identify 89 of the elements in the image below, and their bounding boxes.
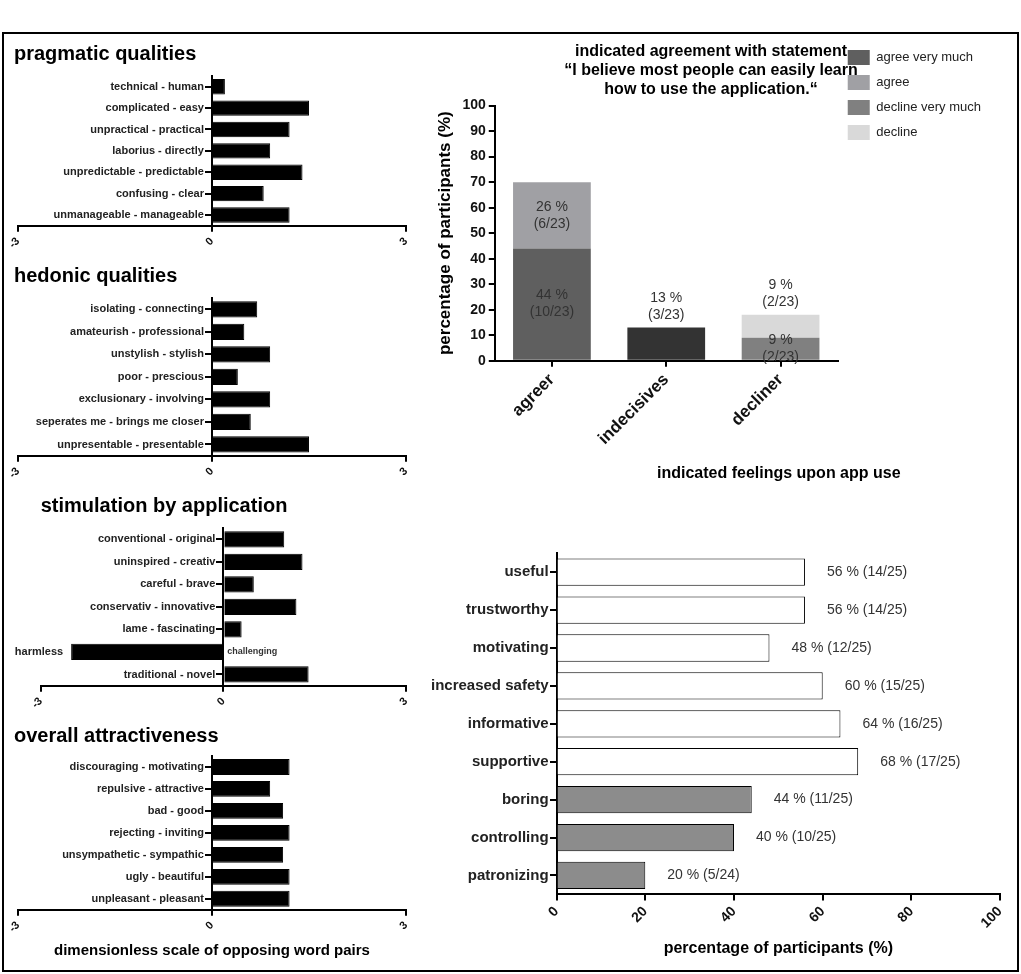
data-label: 56 % (14/25) (826, 600, 908, 617)
y-tick-label: 10 (470, 326, 486, 343)
x-tick-label: 20 (627, 902, 651, 926)
x-tick-label: 3 (396, 918, 410, 932)
data-label: 60 % (15/25) (844, 676, 925, 693)
y-tick-label: increased safety (430, 676, 550, 694)
y-tick-label: careful - brave (140, 577, 216, 590)
y-tick-label: unmanageable - manageable (53, 208, 204, 221)
data-label: 44 % (11/25) (773, 790, 853, 807)
data-label: 9 % (2/23) (762, 276, 799, 310)
y-tick-label: isolating - connecting (90, 302, 204, 315)
y-tick-label: unsympathetic - sympathic (62, 847, 204, 860)
y-tick-label: laborius - directly (112, 143, 205, 156)
y-tick-label: motivating (472, 638, 549, 656)
y-tick-label: lame - fascinating (122, 622, 216, 635)
y-tick-label: 20 (470, 300, 486, 317)
chart-title: indicated feelings upon app use (656, 464, 901, 482)
y-tick-label: informative (467, 713, 549, 731)
y-tick-label: supportive (471, 751, 549, 769)
y-tick-label: ugly - beautiful (125, 869, 204, 882)
data-label: 48 % (12/25) (791, 638, 872, 655)
x-tick-label: 100 (977, 902, 1006, 931)
chart-title: stimulation by application (40, 493, 288, 516)
x-tick-label: -3 (6, 918, 22, 934)
y-tick-label: amateurish - professional (70, 324, 204, 337)
y-tick-label: unpleasant - pleasant (91, 891, 205, 904)
y-tick-label: traditional - novel (123, 667, 216, 680)
x-tick-label: 3 (396, 234, 410, 248)
x-axis-title: dimensionless scale of opposing word pairs (54, 941, 370, 959)
y-tick-label: useful (504, 562, 549, 580)
x-tick-label: 3 (396, 464, 410, 478)
y-tick-label: 0 (477, 351, 486, 368)
x-tick-label: 0 (214, 694, 227, 708)
y-tick-label: complicated - easy (105, 101, 205, 114)
y-tick-label: 90 (470, 121, 486, 138)
legend-label: agree (876, 74, 910, 90)
y-tick-label: unpredictable - predictable (63, 165, 204, 178)
legend-label: agree very much (876, 49, 974, 65)
y-tick-label: trustworthy (466, 600, 550, 618)
y-tick-label: unpractical - practical (90, 122, 204, 135)
data-label: 64 % (16/25) (862, 714, 943, 731)
y-tick-label: conventional - original (98, 532, 216, 545)
data-label: 20 % (5/24) (667, 866, 740, 883)
y-tick-label: controlling (471, 827, 549, 845)
data-label: 13 % (3/23) (647, 288, 685, 322)
annotation: challenging (227, 646, 278, 657)
y-tick-label: 80 (470, 147, 486, 164)
y-tick-label: 60 (470, 198, 486, 215)
y-tick-label: rejecting - inviting (109, 825, 204, 838)
chart-title: hedonic qualities (14, 263, 178, 286)
y-tick-label: bad - good (147, 803, 204, 816)
y-tick-label: uninspired - creativ (113, 554, 217, 567)
y-tick-label: exclusionary - involving (78, 392, 204, 405)
y-tick-label: 30 (470, 275, 486, 292)
data-label: 26 % (6/23) (533, 197, 571, 231)
chart-title: overall attractiveness (14, 723, 219, 746)
y-tick-label: harmless (14, 644, 64, 657)
x-tick-label: 40 (716, 902, 739, 926)
y-tick-label: repulsive - attractive (96, 781, 204, 794)
data-label: 40 % (10/25) (755, 828, 837, 845)
x-tick-label: -3 (6, 234, 22, 250)
y-tick-label: discouraging - motivating (69, 760, 204, 773)
y-tick-label: unstylish - stylish (111, 347, 205, 360)
x-tick-label: 80 (893, 902, 917, 926)
data-label: 56 % (14/25) (826, 563, 908, 580)
y-tick-label: 40 (470, 249, 486, 266)
chart-title: pragmatic qualities (14, 41, 197, 64)
y-tick-label: poor - prescious (117, 369, 204, 382)
x-tick-label: -3 (6, 464, 22, 480)
y-tick-label: patronizing (467, 865, 549, 883)
x-tick-label: -3 (28, 694, 45, 710)
data-label: 68 % (17/25) (880, 752, 961, 769)
legend-label: decline (876, 124, 918, 140)
y-axis-title: percentage of participants (%) (434, 111, 454, 356)
x-tick-label: 60 (805, 902, 828, 926)
legend-label: decline very much (876, 99, 982, 115)
x-axis-title: percentage of participants (%) (663, 938, 894, 956)
y-tick-label: 100 (462, 96, 486, 113)
y-tick-label: 50 (470, 224, 486, 241)
y-tick-label: confusing - clear (115, 186, 205, 199)
y-tick-label: unpresentable - presentable (57, 437, 204, 450)
y-tick-label: technical - human (110, 79, 205, 92)
y-tick-label: boring (501, 789, 549, 807)
y-tick-label: seperates me - brings me closer (35, 414, 205, 427)
chart-title: indicated agreement with statement “I believe most people can easily learn how to use the application.“ (564, 42, 858, 98)
x-tick-label: 0 (544, 902, 562, 920)
x-tick-label: 3 (396, 694, 410, 708)
y-tick-label: conservativ - innovative (90, 599, 216, 612)
y-tick-label: 70 (470, 173, 486, 190)
